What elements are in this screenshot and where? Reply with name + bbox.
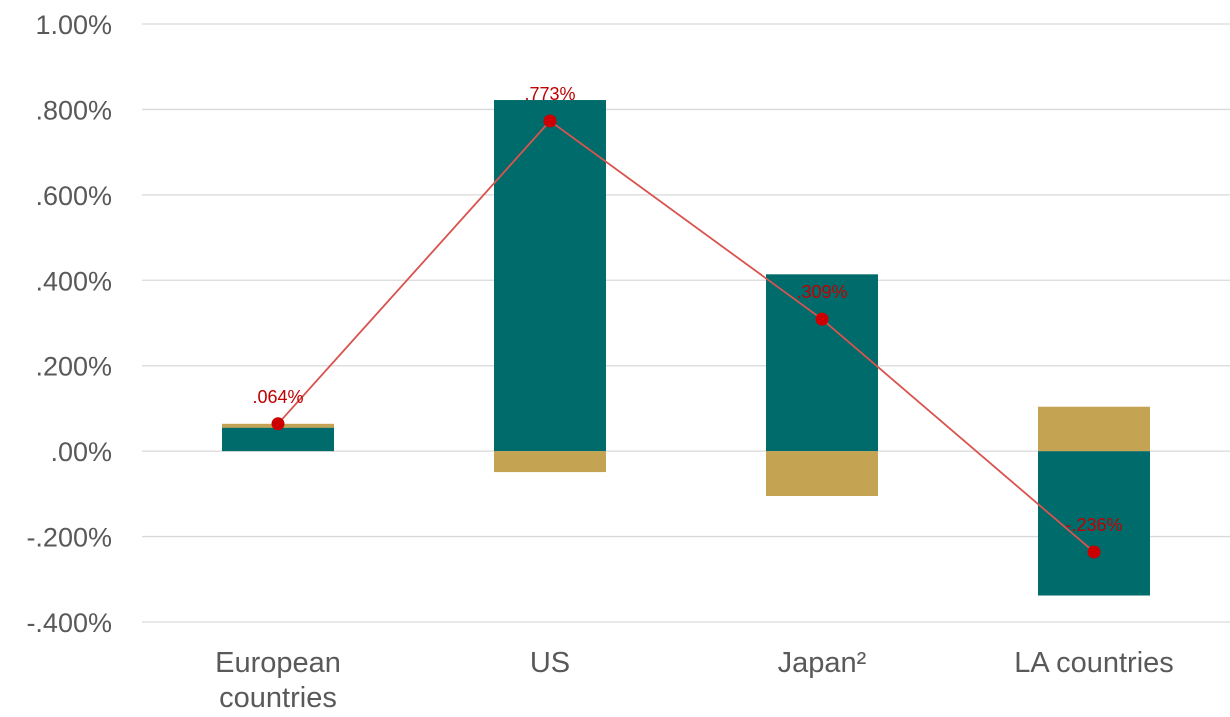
bar-segment-secondary	[766, 451, 878, 496]
series-line	[277, 119, 1095, 553]
y-tick-label: -.400%	[26, 608, 112, 638]
x-tick-label: European countries	[215, 647, 341, 712]
bars	[222, 100, 1150, 596]
x-tick-label: Japan²	[778, 647, 867, 679]
y-tick-label: -.200%	[26, 523, 112, 553]
line-point	[815, 312, 829, 326]
y-tick-label: 1.00%	[35, 10, 112, 40]
bar-segment-primary	[494, 100, 606, 452]
bar-segment-primary	[222, 427, 334, 452]
x-tick-label-line: countries	[219, 682, 337, 712]
x-tick-label-line: LA countries	[1014, 647, 1174, 679]
bar-segment-secondary	[1038, 406, 1150, 452]
x-tick-label: US	[530, 647, 570, 679]
x-tick-label-line: European	[215, 647, 341, 679]
x-axis-tick-labels: European countries US Japan² LA countries	[215, 647, 1174, 714]
x-tick-label-line: US	[530, 647, 570, 679]
bar-segment-primary	[766, 274, 878, 452]
line-point	[271, 417, 285, 431]
y-axis-tick-labels: 1.00% .800% .600% .400% .200% .00% -.200% -.400…	[26, 10, 112, 638]
line-point	[1087, 545, 1101, 559]
y-tick-label: .00%	[50, 437, 112, 467]
line-point	[543, 114, 557, 128]
y-tick-label: .600%	[35, 181, 112, 211]
data-label: .064%	[252, 387, 303, 407]
bar-segment-secondary	[494, 451, 606, 473]
data-label: -.236%	[1065, 515, 1122, 535]
y-tick-label: .800%	[35, 95, 112, 125]
y-tick-label: .400%	[35, 266, 112, 296]
bar-segment-primary	[1038, 451, 1150, 596]
line-series	[271, 114, 1101, 559]
y-tick-label: .200%	[35, 352, 112, 382]
data-label: .773%	[524, 84, 575, 104]
data-label: .309%	[796, 282, 847, 302]
x-tick-label: LA countries	[1014, 647, 1174, 679]
x-tick-label-line: Japan²	[778, 647, 867, 679]
data-labels: .064% .773% .309% -.236%	[252, 84, 1122, 535]
